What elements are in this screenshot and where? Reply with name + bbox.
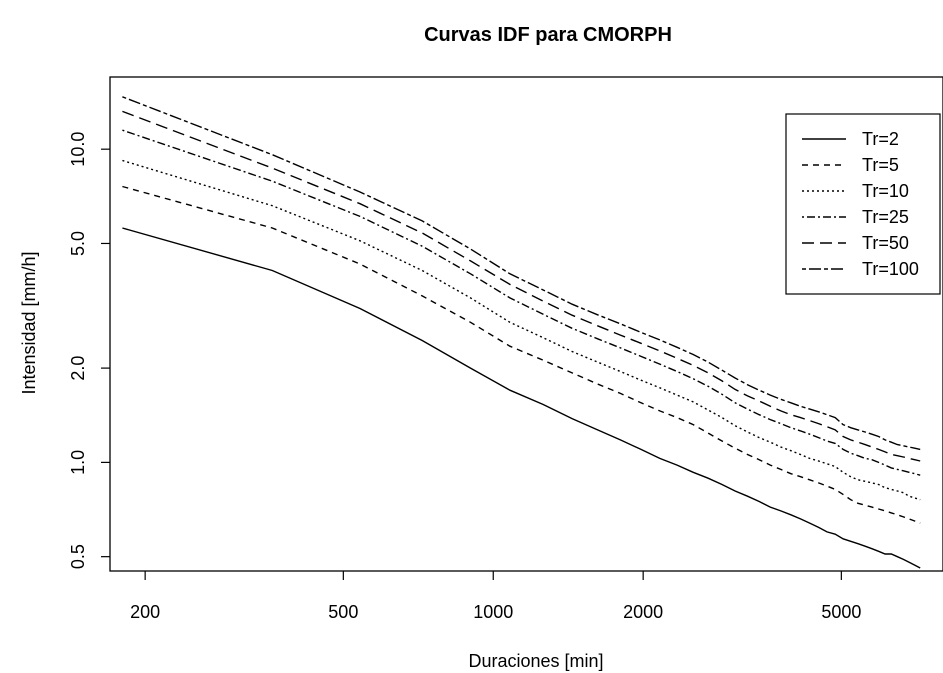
series-line-tr100 [122,96,921,451]
x-tick-label: 5000 [821,602,861,622]
legend-box [785,113,941,295]
x-axis: 200 500 1000 2000 5000 [130,571,861,622]
x-axis-label: Duraciones [min] [468,651,603,671]
series-line-tr50 [122,110,921,462]
y-tick-label: 2.0 [68,356,88,381]
legend-label: Tr=5 [862,155,899,175]
series-lines [122,96,921,569]
series-line-tr25 [122,129,921,476]
legend-label: Tr=2 [862,129,899,149]
legend-label: Tr=50 [862,233,909,253]
series-line-tr5 [122,185,921,524]
x-tick-label: 2000 [623,602,663,622]
legend-label: Tr=100 [862,259,919,279]
y-axis-label: Intensidad [mm/h] [19,251,39,394]
x-tick-label: 500 [328,602,358,622]
legend-label: Tr=25 [862,207,909,227]
y-tick-label: 0.5 [68,544,88,569]
y-axis: 0.5 1.0 2.0 5.0 10.0 [68,132,110,569]
plot-frame [109,76,943,572]
legend-label: Tr=10 [862,181,909,201]
y-tick-label: 5.0 [68,231,88,256]
series-line-tr2 [122,227,921,569]
y-tick-label: 1.0 [68,450,88,475]
y-tick-label: 10.0 [68,132,88,167]
x-tick-label: 200 [130,602,160,622]
chart-title: Curvas IDF para CMORPH [424,24,672,46]
legend: Tr=2 Tr=5 Tr=10 Tr=25 Tr=50 Tr=100 [785,113,941,295]
x-tick-label: 1000 [473,602,513,622]
